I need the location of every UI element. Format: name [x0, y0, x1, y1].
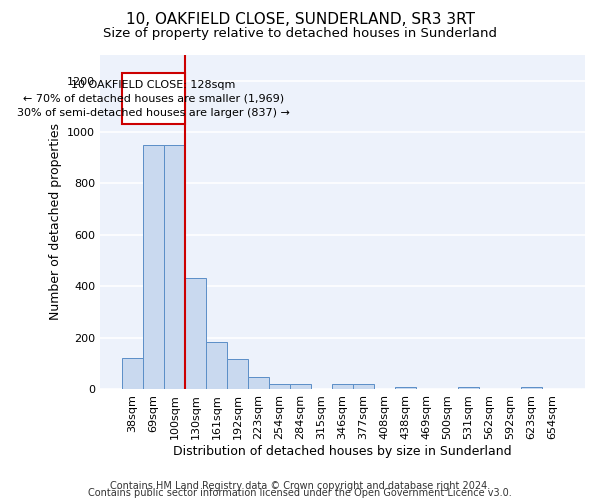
Bar [227, 358, 248, 389]
Bar [164, 145, 185, 389]
Bar [185, 278, 206, 389]
Text: 10 OAKFIELD CLOSE: 128sqm
← 70% of detached houses are smaller (1,969)
30% of se: 10 OAKFIELD CLOSE: 128sqm ← 70% of detac… [17, 80, 290, 118]
Y-axis label: Number of detached properties: Number of detached properties [49, 124, 62, 320]
Text: Size of property relative to detached houses in Sunderland: Size of property relative to detached ho… [103, 28, 497, 40]
Bar [269, 384, 290, 389]
Bar [332, 384, 353, 389]
Text: 10, OAKFIELD CLOSE, SUNDERLAND, SR3 3RT: 10, OAKFIELD CLOSE, SUNDERLAND, SR3 3RT [125, 12, 475, 28]
Text: Contains HM Land Registry data © Crown copyright and database right 2024.: Contains HM Land Registry data © Crown c… [110, 481, 490, 491]
Bar [248, 378, 269, 389]
X-axis label: Distribution of detached houses by size in Sunderland: Distribution of detached houses by size … [173, 444, 512, 458]
Text: Contains public sector information licensed under the Open Government Licence v3: Contains public sector information licen… [88, 488, 512, 498]
Bar [206, 342, 227, 389]
Bar [395, 387, 416, 389]
Bar [458, 387, 479, 389]
Bar [521, 387, 542, 389]
FancyBboxPatch shape [122, 73, 185, 124]
Bar [290, 384, 311, 389]
Bar [143, 145, 164, 389]
Bar [353, 384, 374, 389]
Bar [122, 358, 143, 389]
